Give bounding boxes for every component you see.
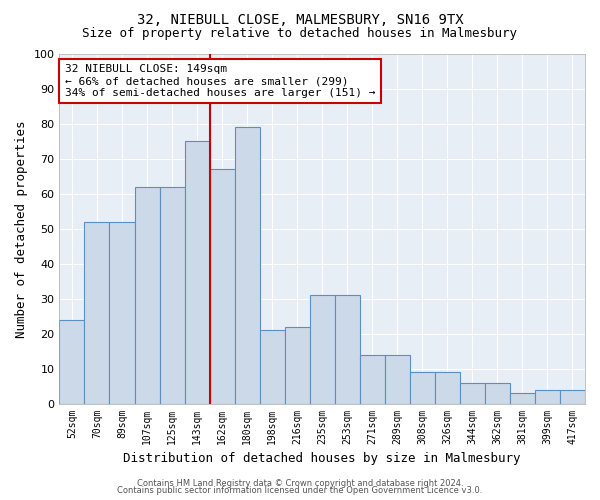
Bar <box>435 372 460 404</box>
Text: 32, NIEBULL CLOSE, MALMESBURY, SN16 9TX: 32, NIEBULL CLOSE, MALMESBURY, SN16 9TX <box>137 12 463 26</box>
Bar <box>460 382 485 404</box>
Bar <box>510 393 535 404</box>
Bar <box>535 390 560 404</box>
Text: 32 NIEBULL CLOSE: 149sqm
← 66% of detached houses are smaller (299)
34% of semi-: 32 NIEBULL CLOSE: 149sqm ← 66% of detach… <box>65 64 375 98</box>
Bar <box>560 390 585 404</box>
Text: Contains HM Land Registry data © Crown copyright and database right 2024.: Contains HM Land Registry data © Crown c… <box>137 478 463 488</box>
Bar <box>185 142 209 404</box>
Bar <box>385 354 410 404</box>
Bar <box>160 187 185 404</box>
Bar <box>235 128 260 404</box>
Bar <box>284 326 310 404</box>
Bar <box>410 372 435 404</box>
Bar <box>59 320 85 404</box>
Y-axis label: Number of detached properties: Number of detached properties <box>15 120 28 338</box>
Text: Contains public sector information licensed under the Open Government Licence v3: Contains public sector information licen… <box>118 486 482 495</box>
Bar <box>485 382 510 404</box>
Bar <box>335 295 360 404</box>
Bar <box>109 222 134 404</box>
Bar <box>209 170 235 404</box>
Bar <box>310 295 335 404</box>
X-axis label: Distribution of detached houses by size in Malmesbury: Distribution of detached houses by size … <box>124 452 521 465</box>
Bar <box>85 222 109 404</box>
Text: Size of property relative to detached houses in Malmesbury: Size of property relative to detached ho… <box>83 28 517 40</box>
Bar <box>260 330 284 404</box>
Bar <box>134 187 160 404</box>
Bar <box>360 354 385 404</box>
